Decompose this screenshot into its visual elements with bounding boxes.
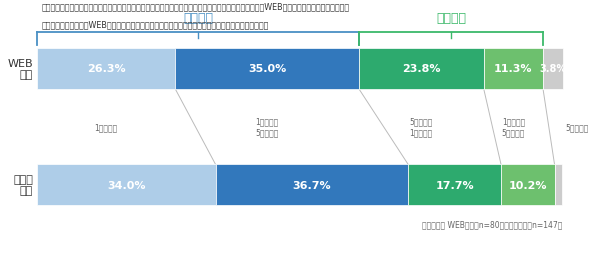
FancyBboxPatch shape bbox=[37, 165, 215, 205]
Text: 34.0%: 34.0% bbox=[107, 180, 146, 190]
Text: （単一選択 WEB経由：n=80，アプリ経由：n=147）: （単一選択 WEB経由：n=80，アプリ経由：n=147） bbox=[422, 220, 562, 229]
FancyBboxPatch shape bbox=[359, 49, 484, 89]
Text: 5万円以上: 5万円以上 bbox=[566, 122, 589, 132]
Text: WEB
経由: WEB 経由 bbox=[7, 58, 33, 80]
Text: 5千円以上
1万円未満: 5千円以上 1万円未満 bbox=[410, 117, 433, 137]
Text: 10.2%: 10.2% bbox=[509, 180, 547, 190]
FancyBboxPatch shape bbox=[543, 49, 563, 89]
FancyBboxPatch shape bbox=[408, 165, 501, 205]
Text: 35.0%: 35.0% bbox=[248, 64, 286, 74]
Text: 26.3%: 26.3% bbox=[87, 64, 125, 74]
Text: 1万円以上
5万円未満: 1万円以上 5万円未満 bbox=[502, 117, 525, 137]
Text: 36.7%: 36.7% bbox=[293, 180, 331, 190]
Text: 17.7%: 17.7% bbox=[435, 180, 474, 190]
FancyBboxPatch shape bbox=[175, 49, 359, 89]
FancyBboxPatch shape bbox=[501, 165, 554, 205]
FancyBboxPatch shape bbox=[37, 49, 175, 89]
Text: 微課金層: 微課金層 bbox=[183, 12, 213, 25]
Text: 3.8%: 3.8% bbox=[539, 64, 566, 74]
Text: 重課金層: 重課金層 bbox=[436, 12, 466, 25]
Text: 利用しているアプリで、アプリ経由で課金する際のひと月当たりの平均購入金額はいくらですか？また、WEBブラウザでも同一のサービスが: 利用しているアプリで、アプリ経由で課金する際のひと月当たりの平均購入金額はいくら… bbox=[42, 3, 350, 11]
Text: 提供されている場合、WEBブラウザ経由で課金する際のひと月あたりの平均購入金額はいくらですか？: 提供されている場合、WEBブラウザ経由で課金する際のひと月あたりの平均購入金額は… bbox=[42, 20, 269, 29]
Text: 1千円未満: 1千円未満 bbox=[94, 122, 118, 132]
FancyBboxPatch shape bbox=[484, 49, 543, 89]
Text: 23.8%: 23.8% bbox=[402, 64, 440, 74]
Text: 1千円以上
5千円未満: 1千円以上 5千円未満 bbox=[255, 117, 278, 137]
Text: アプリ
経由: アプリ 経由 bbox=[13, 174, 33, 196]
FancyBboxPatch shape bbox=[215, 165, 408, 205]
Text: 11.3%: 11.3% bbox=[494, 64, 533, 74]
FancyBboxPatch shape bbox=[554, 165, 562, 205]
